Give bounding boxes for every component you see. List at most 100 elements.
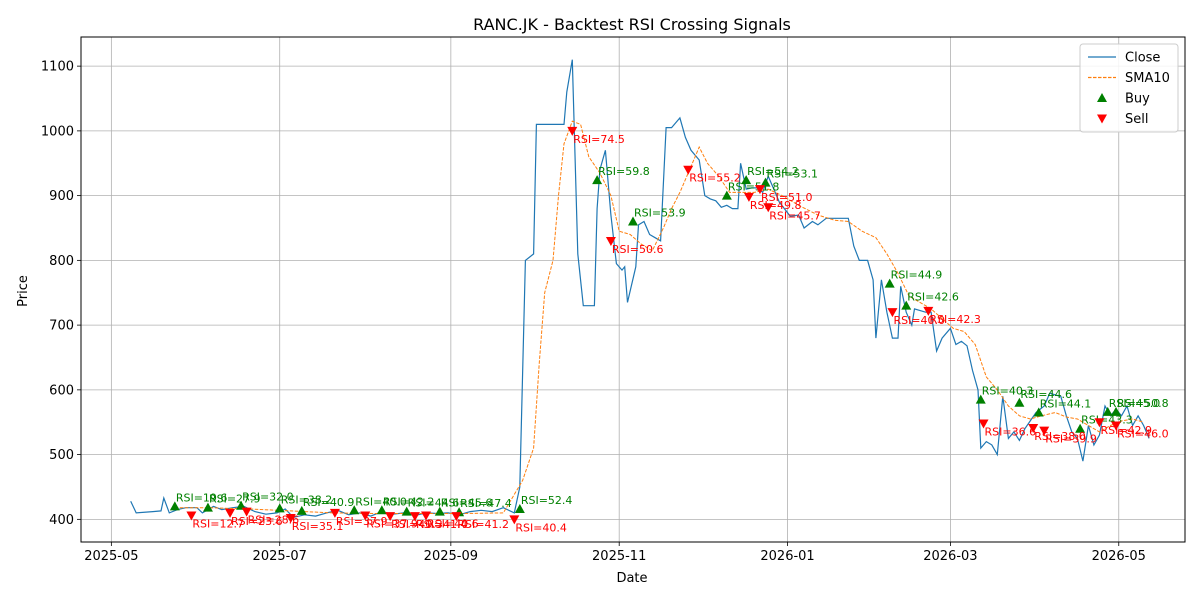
buy-label: RSI=40.9 [303, 496, 355, 509]
sell-label: RSI=39.9 [1045, 433, 1097, 446]
sell-label: RSI=40.3 [391, 518, 443, 531]
buy-label: RSI=44.9 [891, 269, 943, 282]
buy-marker [721, 190, 732, 200]
y-tick-label: 500 [49, 448, 74, 463]
y-tick-label: 900 [49, 189, 74, 204]
buy-marker [1111, 406, 1121, 416]
sell-label: RSI=51.0 [761, 191, 813, 204]
buy-label: RSI=59.8 [598, 165, 650, 178]
sell-marker [329, 508, 340, 518]
y-tick-label: 400 [49, 513, 74, 528]
buy-marker [628, 216, 638, 226]
x-tick-label: 2025-11 [592, 549, 646, 564]
buy-marker [236, 500, 247, 510]
sell-marker [225, 508, 236, 518]
buy-marker [975, 394, 986, 404]
buy-label: RSI=40.3 [982, 385, 1034, 398]
y-axis-label: Price [16, 275, 31, 307]
buy-label: RSI=45.6 [441, 497, 493, 510]
sell-label: RSI=42.3 [929, 313, 981, 326]
sell-label: RSI=41.2 [457, 518, 509, 531]
sell-label: RSI=50.6 [612, 243, 664, 256]
grid [81, 37, 1185, 542]
legend-buy-swatch [1097, 93, 1107, 102]
sell-marker [683, 165, 694, 175]
legend: Close SMA10 Buy Sell [1079, 43, 1179, 133]
sell-marker [743, 192, 754, 202]
y-tick-label: 1100 [41, 60, 74, 75]
buy-marker [349, 505, 360, 515]
y-tick-label: 700 [49, 319, 74, 334]
x-tick-label: 2026-05 [1092, 549, 1146, 564]
sell-label: RSI=46.0 [1117, 427, 1169, 440]
buy-label: RSI=32.0 [242, 491, 294, 504]
buy-label: RSI=42.2 [383, 495, 435, 508]
buy-marker [202, 502, 213, 512]
sell-label: RSI=49.8 [750, 199, 802, 212]
sell-marker [1111, 421, 1121, 431]
sell-marker [763, 203, 774, 213]
sell-marker [509, 515, 520, 525]
sell-marker [409, 512, 420, 522]
sell-label: RSI=40.6 [427, 517, 479, 530]
buy-label: RSI=53.9 [634, 207, 686, 220]
buy-label: RSI=45.0 [1109, 397, 1161, 410]
legend-label: Sell [1125, 112, 1148, 127]
sell-label: RSI=36.6 [985, 426, 1037, 439]
buy-label: RSI=44.1 [1040, 398, 1092, 411]
sell-marker [241, 507, 252, 517]
sell-label: RSI=74.5 [573, 133, 625, 146]
y-tick-label: 800 [49, 254, 74, 269]
x-tick-label: 2026-01 [760, 549, 814, 564]
sell-marker [1028, 424, 1039, 434]
sell-marker [978, 419, 989, 429]
sell-marker [1039, 426, 1050, 436]
sell-label: RSI=40.0 [893, 314, 945, 327]
buy-label: RSI=44.6 [408, 497, 460, 510]
y-tick-label: 1000 [41, 124, 74, 139]
x-tick-label: 2025-09 [424, 549, 478, 564]
buy-marker [884, 278, 895, 288]
buy-label: RSI=50.8 [1117, 397, 1169, 410]
sell-label: RSI=42.9 [1100, 424, 1152, 437]
buy-label: RSI=54.2 [747, 165, 799, 178]
sell-marker [451, 512, 462, 522]
x-tick-label: 2025-05 [84, 549, 138, 564]
sell-label: RSI=28.6 [248, 514, 300, 527]
buy-label: RSI=52.4 [521, 494, 573, 507]
chart-title: RANC.JK - Backtest RSI Crossing Signals [473, 15, 791, 34]
sell-marker [421, 511, 431, 521]
sell-label: RSI=45.7 [769, 209, 821, 222]
sell-marker [754, 185, 765, 195]
buy-marker [1033, 407, 1044, 417]
buy-marker [514, 503, 525, 513]
buy-marker [1014, 397, 1025, 407]
plot-frame [80, 36, 1186, 543]
buy-label: RSI=27.9 [209, 493, 261, 506]
buy-marker [169, 501, 180, 511]
sell-label: RSI=37.9 [366, 517, 418, 530]
sell-marker [360, 511, 371, 521]
legend-label: Close [1125, 51, 1160, 66]
sell-marker [385, 512, 396, 522]
buy-marker [434, 506, 445, 516]
sell-label: RSI=55.2 [689, 172, 741, 185]
sell-label: RSI=23.6 [231, 515, 283, 528]
sell-marker [186, 511, 197, 521]
sell-label: RSI=41.4 [416, 518, 468, 531]
legend-sell-swatch [1097, 114, 1107, 124]
legend-box [1079, 43, 1179, 133]
buy-marker [376, 505, 387, 515]
sell-marker [605, 236, 616, 246]
sell-label: RSI=37.9 [336, 515, 388, 528]
legend-label: Buy [1125, 92, 1150, 107]
buy-label: RSI=19.6 [176, 491, 228, 504]
x-tick-label: 2025-07 [253, 549, 307, 564]
buy-label: RSI=53.1 [766, 168, 818, 181]
buy-marker [901, 300, 912, 310]
close-line [130, 59, 1150, 519]
sell-marker [1094, 418, 1105, 428]
sell-label: RSI=40.4 [515, 521, 567, 534]
signals-layer: RSI=19.6RSI=27.9RSI=32.0RSI=38.2RSI=40.9… [169, 126, 1169, 534]
sell-marker [923, 306, 934, 316]
